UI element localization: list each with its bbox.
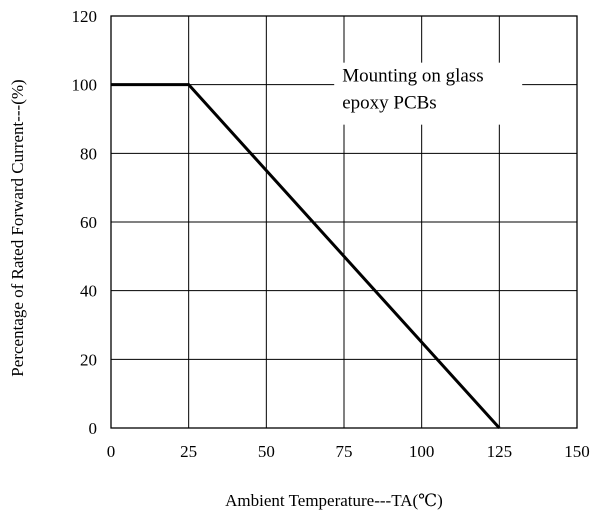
annotation-line: epoxy PCBs <box>342 93 437 114</box>
x-tick-label: 25 <box>180 442 197 461</box>
x-tick-label: 50 <box>258 442 275 461</box>
y-tick-label: 0 <box>89 419 98 438</box>
y-tick-label: 20 <box>80 350 97 369</box>
y-tick-label: 80 <box>80 144 97 163</box>
x-tick-label: 125 <box>487 442 513 461</box>
series-layer <box>110 83 501 430</box>
x-axis-title: Ambient Temperature---TA(℃) <box>225 491 443 510</box>
x-tick-label: 100 <box>409 442 435 461</box>
y-axis-ticks: 0 20 40 60 80 100 120 <box>72 7 98 438</box>
annotation-box: Mounting on glass epoxy PCBs <box>334 62 523 125</box>
y-tick-label: 100 <box>72 76 98 95</box>
plot-frame <box>110 15 578 429</box>
y-tick-label: 40 <box>80 282 97 301</box>
y-tick-label: 60 <box>80 213 97 232</box>
annotation-line: Mounting on glass <box>342 66 483 87</box>
y-tick-label: 120 <box>72 7 98 26</box>
x-tick-label: 0 <box>107 442 116 461</box>
series-line <box>111 83 501 430</box>
x-axis-ticks: 0 25 50 75 100 125 150 <box>107 442 590 461</box>
y-axis-title: Percentage of Rated Forward Current---(%… <box>8 79 27 376</box>
x-tick-label: 150 <box>564 442 590 461</box>
annotation-background <box>334 62 523 125</box>
x-tick-label: 75 <box>336 442 353 461</box>
